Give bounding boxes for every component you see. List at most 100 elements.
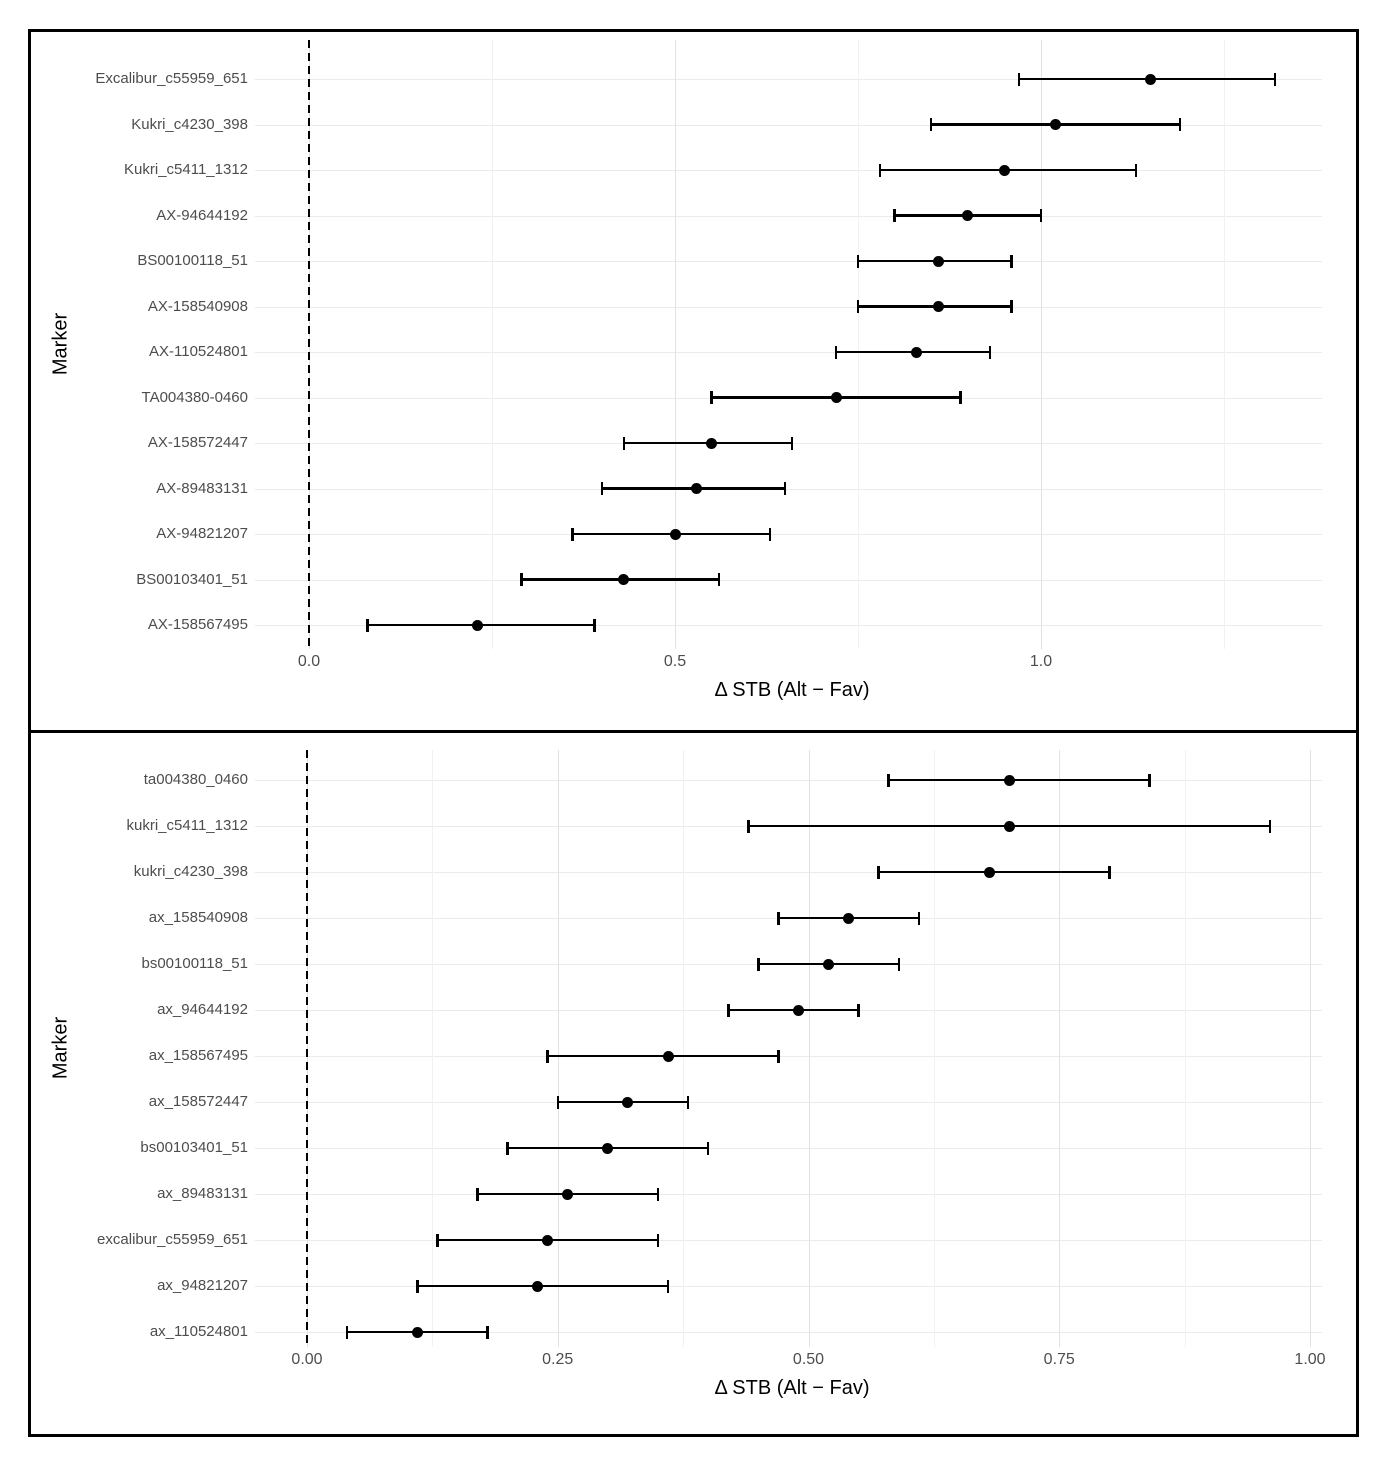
horizontal-gridline (255, 1148, 1322, 1149)
error-bar-cap-right (656, 1187, 660, 1201)
y-axis-category-label: bs00103401_51 (140, 1139, 248, 1156)
y-axis-title-top: Marker (49, 312, 72, 376)
error-bar-cap-left (506, 1141, 509, 1155)
error-bar-cap-left (345, 1325, 349, 1339)
y-axis-category-label: kukri_c5411_1312 (126, 817, 248, 834)
y-axis-category-label: AX-94821207 (156, 525, 248, 542)
data-point (933, 255, 945, 267)
error-bar-cap-left (546, 1049, 549, 1063)
error-bar-line (888, 778, 1150, 782)
error-bar-cap-right (656, 1233, 660, 1247)
horizontal-gridline (255, 625, 1322, 626)
data-point (532, 1280, 544, 1292)
error-bar-cap-right (1134, 163, 1138, 177)
horizontal-gridline (255, 79, 1322, 80)
y-axis-category-label: BS00100118_51 (137, 252, 248, 269)
error-bar-cap-right (857, 1003, 860, 1017)
y-axis-category-label: Kukri_c4230_398 (131, 115, 248, 133)
error-bar-cap-left (436, 1233, 439, 1247)
data-point (691, 483, 703, 494)
vertical-gridline-minor (683, 750, 685, 1347)
y-axis-category-label: ta004380_0460 (143, 771, 248, 788)
data-point (1003, 774, 1015, 786)
vertical-gridline-major (557, 750, 559, 1347)
y-axis-category-label: ax_158572447 (148, 1093, 248, 1110)
data-point (830, 392, 842, 403)
y-axis-category-label: Excalibur_c55959_651 (95, 70, 248, 87)
y-axis-category-label: ax_94821207 (157, 1277, 248, 1294)
error-bar-cap-left (834, 345, 838, 359)
y-axis-category-label: excalibur_c55959_651 (97, 1231, 248, 1248)
horizontal-gridline (255, 352, 1322, 353)
y-axis-category-label: Kukri_c5411_1312 (124, 161, 248, 178)
vertical-gridline-major (808, 750, 810, 1347)
data-point (562, 1188, 574, 1200)
data-point (1050, 119, 1062, 130)
vertical-gridline-major (1041, 40, 1042, 649)
y-axis-category-label: AX-158572447 (147, 434, 248, 451)
data-point (1145, 73, 1157, 85)
data-point (669, 528, 681, 540)
data-point (662, 1050, 674, 1062)
error-bar-cap-right (666, 1279, 670, 1293)
error-bar-cap-left (777, 911, 780, 925)
error-bar-cap-right (1010, 254, 1013, 268)
error-bar-cap-left (1017, 72, 1021, 86)
vertical-gridline-minor (492, 40, 493, 649)
error-bar-cap-left (856, 254, 860, 268)
x-axis-title-bottom: Δ STB (Alt − Fav) (714, 1377, 870, 1399)
y-axis-category-label: ax_94644192 (157, 1001, 248, 1018)
horizontal-gridline (255, 534, 1322, 535)
error-bar-cap-left (366, 618, 369, 632)
zero-reference-line (307, 40, 311, 649)
error-bar-cap-right (717, 573, 721, 586)
error-bar-cap-left (856, 300, 860, 313)
horizontal-gridline (255, 306, 1322, 308)
error-bar-cap-right (1273, 72, 1277, 86)
data-point (411, 1326, 423, 1338)
vertical-gridline-major (675, 40, 676, 649)
data-point (962, 210, 974, 221)
error-bar-cap-right (897, 957, 901, 971)
data-point (622, 1096, 634, 1108)
data-point (542, 1234, 554, 1246)
error-bar-cap-left (878, 163, 882, 177)
horizontal-gridline (255, 1102, 1322, 1103)
error-bar-cap-left (622, 436, 625, 450)
data-point (843, 912, 855, 924)
y-axis-category-label: ax_158540908 (148, 909, 248, 926)
horizontal-gridline (255, 1332, 1322, 1333)
error-bar-cap-left (476, 1187, 479, 1201)
error-bar-cap-right (593, 618, 596, 632)
error-bar-cap-left (929, 118, 933, 131)
x-tick-label: 0.00 (291, 1351, 323, 1368)
error-bar-cap-right (1148, 773, 1151, 787)
x-tick-label: 1.00 (1294, 1351, 1326, 1368)
y-axis-category-label: BS00103401_51 (136, 570, 248, 588)
y-axis-category-label: AX-89483131 (156, 479, 248, 497)
vertical-gridline-major (1059, 750, 1061, 1347)
error-bar-cap-left (416, 1279, 419, 1293)
error-bar-cap-right (988, 345, 991, 359)
vertical-gridline-minor (933, 750, 935, 1347)
error-bar-cap-right (706, 1141, 710, 1155)
error-bar-cap-right (486, 1325, 489, 1339)
error-bar-cap-right (790, 436, 794, 450)
data-point (983, 866, 995, 878)
data-point (602, 1142, 614, 1154)
data-point (618, 574, 630, 585)
horizontal-gridline (255, 1194, 1322, 1195)
y-axis-category-label: ax_110524801 (149, 1323, 248, 1340)
x-tick-label: 0.75 (1043, 1351, 1075, 1368)
error-bar-cap-left (600, 482, 604, 495)
horizontal-gridline (255, 780, 1322, 781)
horizontal-gridline (255, 1056, 1322, 1057)
error-bar-cap-right (917, 911, 921, 925)
horizontal-gridline (255, 579, 1322, 581)
data-point (933, 301, 945, 312)
y-axis-title-bottom: Marker (49, 1016, 72, 1080)
error-bar-cap-left (710, 391, 713, 404)
